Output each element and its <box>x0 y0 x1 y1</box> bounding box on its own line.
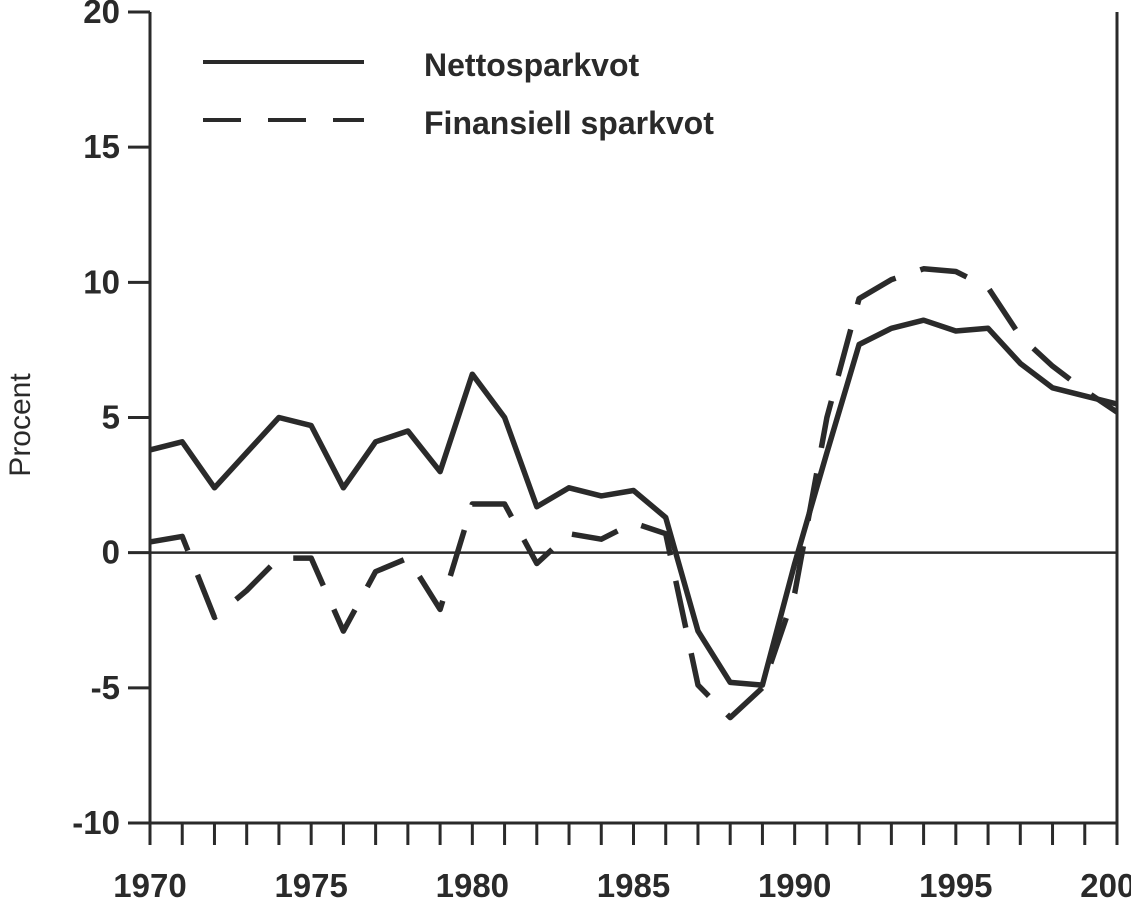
y-tick-label: 15 <box>83 128 120 165</box>
x-tick-label: 2000 <box>1080 867 1131 901</box>
legend-label-nettosparkvot: Nettosparkvot <box>424 47 640 83</box>
x-tick-label: 1970 <box>113 867 186 901</box>
x-tick-label: 1995 <box>919 867 992 901</box>
series-lines <box>149 266 1119 721</box>
y-tick-label: 10 <box>83 263 120 300</box>
legend-label-finansiell-sparkvot: Finansiell sparkvot <box>424 105 714 141</box>
series-line-1 <box>149 266 1119 721</box>
y-tick-label: 0 <box>102 534 120 571</box>
y-tick-label: 5 <box>102 399 120 436</box>
x-tick-label: 1985 <box>597 867 670 901</box>
series-line-0 <box>149 317 1118 688</box>
y-axis-ticks: 20 15 10 5 0 -5 -10 <box>72 0 150 841</box>
y-tick-label: 20 <box>83 0 120 30</box>
x-tick-label: 1980 <box>436 867 509 901</box>
y-axis-title: Procent <box>4 373 37 477</box>
y-tick-label: -5 <box>91 669 120 706</box>
x-tick-label: 1975 <box>274 867 347 901</box>
x-axis-ticks: 1970 1975 1980 1985 1990 1995 2000 <box>113 823 1131 901</box>
x-tick-label: 1990 <box>758 867 831 901</box>
y-tick-label: -10 <box>72 804 120 841</box>
legend: Nettosparkvot Finansiell sparkvot <box>203 47 714 141</box>
